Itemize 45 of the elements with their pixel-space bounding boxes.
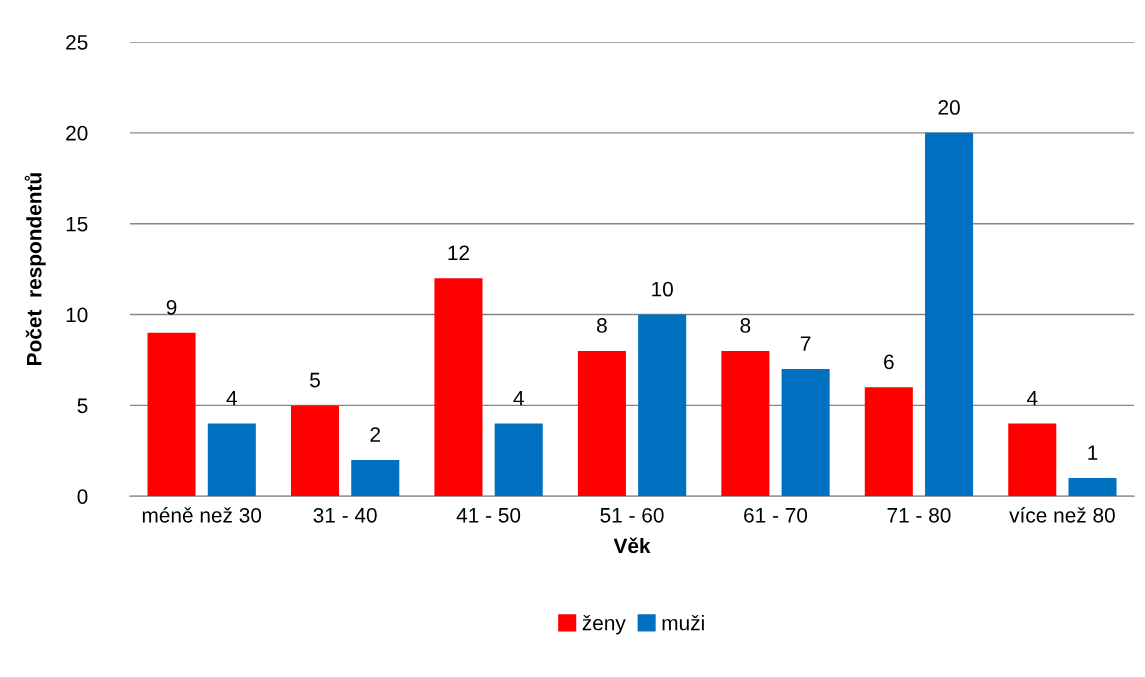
data-label: 8 [740,318,751,333]
x-tick-label: více než 80 [1009,507,1115,523]
y-tick-label: 15 [66,216,88,232]
data-label: 6 [884,354,894,370]
bar [351,459,400,497]
data-label: 8 [597,318,607,333]
bar [1068,478,1117,497]
x-tick-label: 41 - 50 [456,507,521,523]
data-label: 4 [226,391,237,406]
data-label: 12 [448,245,469,260]
data-label: 4 [513,391,524,406]
bar [577,350,626,497]
data-label: 9 [166,299,177,315]
data-label: 10 [652,281,673,297]
bar [781,369,830,497]
bar [207,423,256,497]
bar [290,405,340,497]
x-tick-label: 71 - 80 [887,507,951,523]
y-tick-label: 25 [66,34,88,50]
data-label: 5 [310,372,320,388]
bar [434,278,483,497]
bar [925,132,974,497]
data-label: 1 [1088,445,1098,460]
data-label: 2 [370,427,381,442]
y-tick-label: 20 [66,125,88,141]
bar [1008,423,1057,497]
data-label: 4 [1026,391,1038,406]
data-label: 7 [800,336,811,351]
y-tick-label: 0 [77,489,88,504]
y-axis-title: Počet respondentů [24,173,46,365]
bar [864,387,913,497]
bar [721,350,770,497]
x-tick-label: 31 - 40 [313,507,377,523]
x-tick-label: 51 - 60 [600,507,664,523]
legend-label: muži [662,614,704,631]
x-axis-title: Věk [613,537,651,554]
bar [494,423,543,497]
x-tick-label: 61 - 70 [744,507,808,523]
data-label: 20 [938,100,960,115]
legend-label: ženy [582,614,626,635]
bar [638,314,687,497]
bar [147,332,196,497]
y-tick-label: 5 [77,398,88,414]
x-tick-label: méně než 30 [142,507,262,523]
y-tick-label: 10 [66,307,88,323]
